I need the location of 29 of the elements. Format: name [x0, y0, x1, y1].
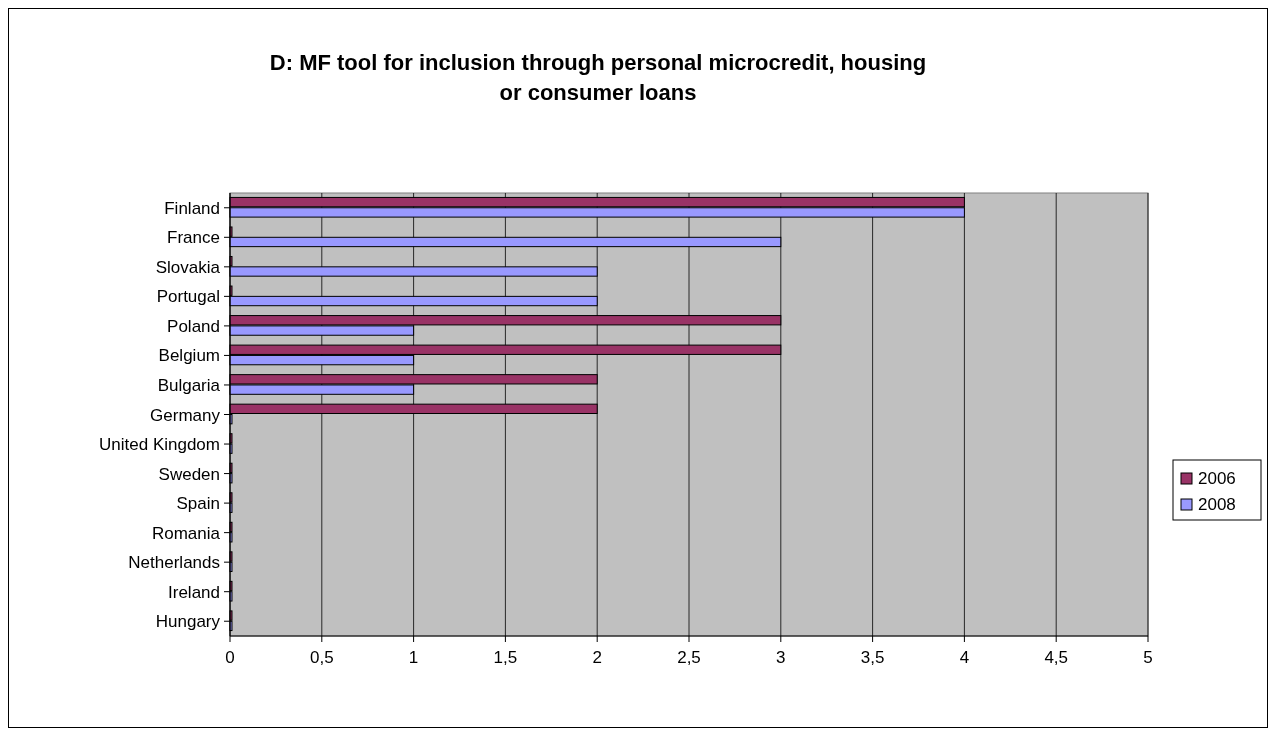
x-tick-label: 5 — [1143, 648, 1153, 667]
y-tick-label: Bulgaria — [157, 375, 221, 395]
x-tick-label: 2,5 — [677, 648, 701, 667]
x-tick-label: 1,5 — [493, 648, 518, 667]
y-tick-label: France — [167, 228, 220, 248]
x-tick-label: 0 — [225, 648, 235, 667]
y-tick-label: Germany — [150, 405, 221, 425]
x-tick-label: 3,5 — [860, 648, 885, 667]
y-tick-label: Belgium — [158, 346, 220, 366]
y-tick-label: United Kingdom — [99, 435, 220, 455]
y-tick-label: Hungary — [155, 612, 221, 632]
y-tick-label: Poland — [167, 316, 220, 336]
y-tick-label: Romania — [151, 523, 221, 543]
x-tick-label: 2 — [592, 648, 602, 667]
y-tick-label: Ireland — [168, 582, 220, 602]
x-tick-label: 3 — [776, 648, 786, 667]
legend-label: 2008 — [1198, 495, 1236, 514]
y-tick-label: Spain — [176, 494, 220, 514]
chart-title: D: MF tool for inclusion through personal microcredit, housing or consumer loans — [269, 50, 927, 105]
y-tick-label: Slovakia — [155, 257, 221, 277]
y-tick-label: Sweden — [158, 464, 220, 484]
y-tick-label: Portugal — [156, 287, 220, 307]
x-tick-label: 4,5 — [1044, 648, 1069, 667]
y-tick-label: Netherlands — [128, 553, 220, 573]
x-tick-label: 0,5 — [309, 648, 334, 667]
y-tick-label: Finland — [164, 198, 220, 218]
x-tick-label: 1 — [408, 648, 419, 667]
x-tick-label: 4 — [959, 648, 970, 667]
legend-label: 2006 — [1198, 469, 1236, 488]
